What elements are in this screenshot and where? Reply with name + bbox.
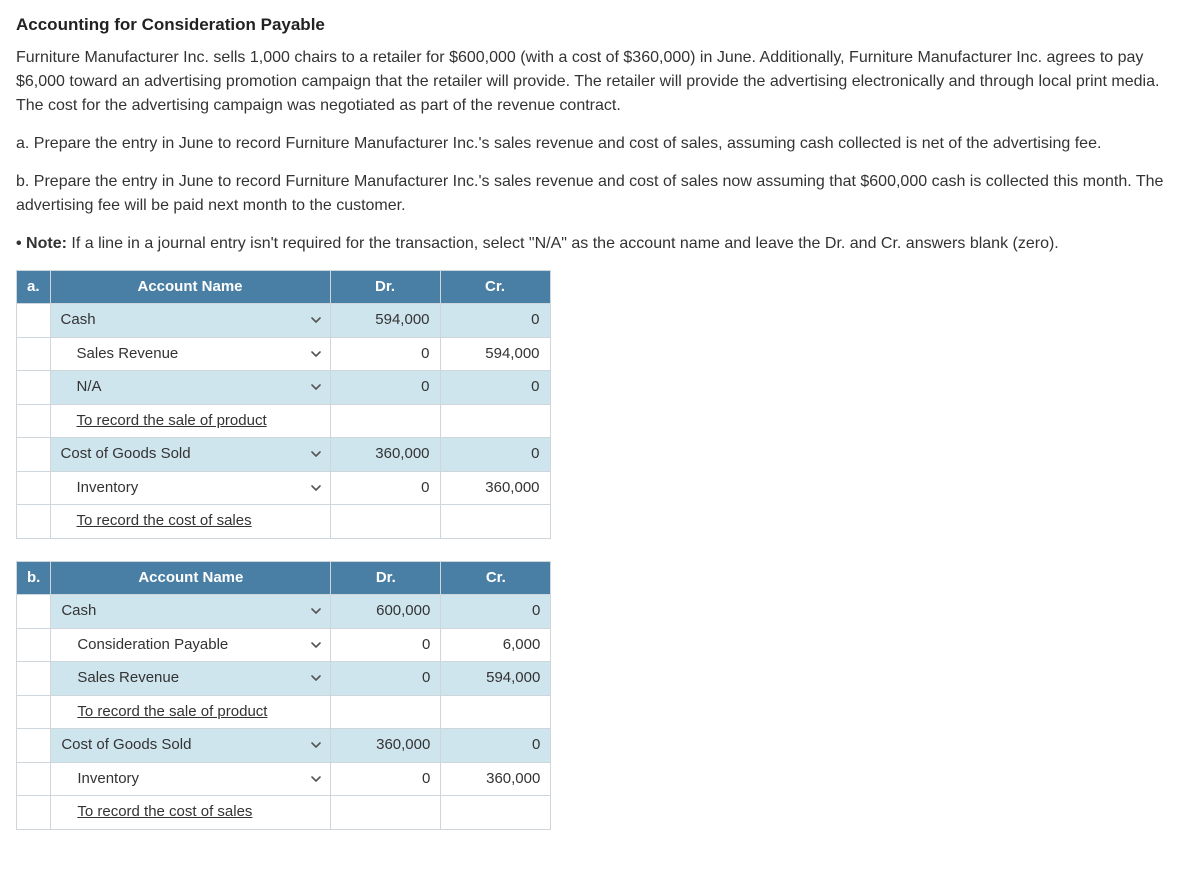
cr-input[interactable]: 0 xyxy=(440,304,550,338)
account-select[interactable]: Cost of Goods Sold xyxy=(50,438,330,472)
account-select[interactable]: Sales Revenue xyxy=(50,337,330,371)
page-title: Accounting for Consideration Payable xyxy=(16,12,1184,38)
row-side xyxy=(17,471,51,505)
chevron-down-icon xyxy=(310,739,322,751)
entry-description: To record the cost of sales xyxy=(50,505,330,539)
entry-description: To record the sale of product xyxy=(50,404,330,438)
cr-input[interactable]: 360,000 xyxy=(441,762,551,796)
account-select[interactable]: Cash xyxy=(50,304,330,338)
cr-input[interactable]: 0 xyxy=(440,438,550,472)
note-line: • Note: If a line in a journal entry isn… xyxy=(16,232,1184,256)
chevron-down-icon xyxy=(310,314,322,326)
note-body: If a line in a journal entry isn't requi… xyxy=(67,235,1059,252)
col-header-account: Account Name xyxy=(50,270,330,304)
cr-cell xyxy=(441,796,551,830)
table-row: Sales Revenue0594,000 xyxy=(17,662,551,696)
chevron-down-icon xyxy=(310,381,322,393)
table-row: Inventory0360,000 xyxy=(17,762,551,796)
chevron-down-icon xyxy=(310,448,322,460)
col-header-dr: Dr. xyxy=(330,270,440,304)
dr-cell xyxy=(331,695,441,729)
dr-cell xyxy=(331,796,441,830)
cr-input[interactable]: 360,000 xyxy=(440,471,550,505)
row-side xyxy=(17,628,51,662)
journal-table: a.Account NameDr.Cr.Cash594,0000Sales Re… xyxy=(16,270,551,539)
dr-input[interactable]: 0 xyxy=(330,471,440,505)
col-header-dr: Dr. xyxy=(331,561,441,595)
chevron-down-icon xyxy=(310,605,322,617)
dr-input[interactable]: 0 xyxy=(331,762,441,796)
dr-input[interactable]: 0 xyxy=(331,662,441,696)
chevron-down-icon xyxy=(310,773,322,785)
table-row: Cash600,0000 xyxy=(17,595,551,629)
account-select[interactable]: Inventory xyxy=(51,762,331,796)
dr-cell xyxy=(330,505,440,539)
journal-table: b.Account NameDr.Cr.Cash600,0000Consider… xyxy=(16,561,551,830)
account-select[interactable]: Cost of Goods Sold xyxy=(51,729,331,763)
dr-input[interactable]: 0 xyxy=(330,337,440,371)
row-side xyxy=(17,595,51,629)
row-side xyxy=(17,404,51,438)
account-select[interactable]: Consideration Payable xyxy=(51,628,331,662)
col-header-cr: Cr. xyxy=(441,561,551,595)
chevron-down-icon xyxy=(310,482,322,494)
row-side xyxy=(17,729,51,763)
table-row: Cost of Goods Sold360,0000 xyxy=(17,729,551,763)
chevron-down-icon xyxy=(310,348,322,360)
account-select[interactable]: N/A xyxy=(50,371,330,405)
row-side xyxy=(17,371,51,405)
table-row: Cash594,0000 xyxy=(17,304,551,338)
cr-input[interactable]: 0 xyxy=(441,729,551,763)
table-label: a. xyxy=(17,270,51,304)
dr-input[interactable]: 360,000 xyxy=(330,438,440,472)
cr-input[interactable]: 0 xyxy=(440,371,550,405)
cr-input[interactable]: 6,000 xyxy=(441,628,551,662)
dr-input[interactable]: 600,000 xyxy=(331,595,441,629)
row-side xyxy=(17,762,51,796)
chevron-down-icon xyxy=(310,672,322,684)
row-side xyxy=(17,796,51,830)
table-label: b. xyxy=(17,561,51,595)
table-row: N/A00 xyxy=(17,371,551,405)
row-side xyxy=(17,695,51,729)
dr-input[interactable]: 594,000 xyxy=(330,304,440,338)
table-row: Inventory0360,000 xyxy=(17,471,551,505)
part-b-prompt: b. Prepare the entry in June to record F… xyxy=(16,170,1184,218)
account-select[interactable]: Sales Revenue xyxy=(51,662,331,696)
table-row: To record the sale of product xyxy=(17,404,551,438)
row-side xyxy=(17,304,51,338)
table-row: Consideration Payable06,000 xyxy=(17,628,551,662)
cr-input[interactable]: 594,000 xyxy=(441,662,551,696)
chevron-down-icon xyxy=(310,639,322,651)
table-row: To record the sale of product xyxy=(17,695,551,729)
account-select[interactable]: Cash xyxy=(51,595,331,629)
note-prefix: • Note: xyxy=(16,235,67,252)
table-row: Sales Revenue0594,000 xyxy=(17,337,551,371)
col-header-cr: Cr. xyxy=(440,270,550,304)
part-a-prompt: a. Prepare the entry in June to record F… xyxy=(16,132,1184,156)
cr-cell xyxy=(441,695,551,729)
entry-description: To record the sale of product xyxy=(51,695,331,729)
problem-intro: Furniture Manufacturer Inc. sells 1,000 … xyxy=(16,46,1184,118)
dr-input[interactable]: 0 xyxy=(330,371,440,405)
cr-cell xyxy=(440,404,550,438)
col-header-account: Account Name xyxy=(51,561,331,595)
table-row: To record the cost of sales xyxy=(17,796,551,830)
account-select[interactable]: Inventory xyxy=(50,471,330,505)
dr-cell xyxy=(330,404,440,438)
cr-input[interactable]: 0 xyxy=(441,595,551,629)
row-side xyxy=(17,505,51,539)
cr-cell xyxy=(440,505,550,539)
table-row: Cost of Goods Sold360,0000 xyxy=(17,438,551,472)
entry-description: To record the cost of sales xyxy=(51,796,331,830)
dr-input[interactable]: 360,000 xyxy=(331,729,441,763)
table-row: To record the cost of sales xyxy=(17,505,551,539)
cr-input[interactable]: 594,000 xyxy=(440,337,550,371)
row-side xyxy=(17,438,51,472)
row-side xyxy=(17,337,51,371)
row-side xyxy=(17,662,51,696)
dr-input[interactable]: 0 xyxy=(331,628,441,662)
